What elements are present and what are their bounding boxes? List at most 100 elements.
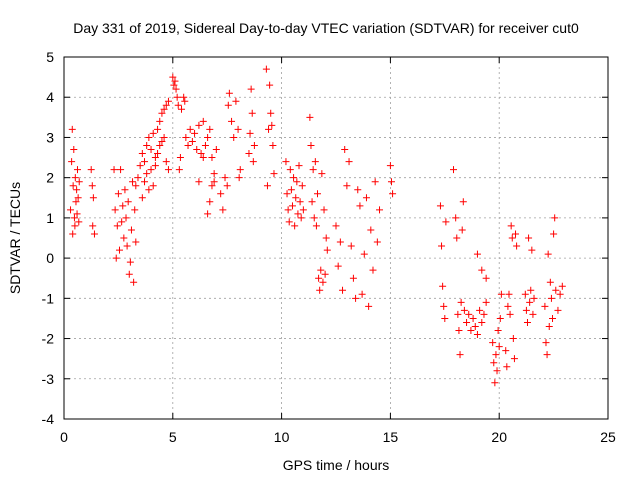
data-point [182, 133, 190, 141]
data-point [293, 178, 301, 186]
data-point [68, 158, 76, 166]
data-point [118, 218, 126, 226]
data-point [154, 125, 162, 133]
data-point [493, 367, 501, 375]
data-point [307, 141, 315, 149]
data-point [465, 310, 473, 318]
data-point [160, 133, 168, 141]
data-point [212, 146, 220, 154]
data-point [122, 214, 130, 222]
data-point [442, 218, 450, 226]
data-point [525, 234, 533, 242]
data-point [320, 206, 328, 214]
y-tick-label: -2 [42, 331, 55, 347]
data-point [323, 246, 331, 254]
data-point [288, 202, 296, 210]
data-point [181, 97, 189, 105]
data-point [164, 97, 172, 105]
x-tick-labels: 0 5 10 15 20 25 [60, 429, 616, 445]
data-point [527, 286, 535, 294]
data-point [550, 230, 558, 238]
data-point [88, 182, 96, 190]
data-point [235, 174, 243, 182]
data-point [195, 178, 203, 186]
data-point [117, 166, 125, 174]
data-point [123, 242, 131, 250]
data-point [492, 351, 500, 359]
data-point [471, 322, 479, 330]
data-point [249, 158, 257, 166]
data-point [175, 166, 183, 174]
data-point [476, 306, 484, 314]
data-point [73, 186, 81, 194]
data-point [115, 246, 123, 254]
data-point [321, 270, 329, 278]
data-point [504, 302, 512, 310]
data-point [125, 270, 133, 278]
data-point [195, 121, 203, 129]
data-point [75, 218, 83, 226]
data-point [458, 226, 466, 234]
y-tick-label: 4 [46, 89, 54, 105]
data-point [469, 314, 477, 322]
data-point [478, 266, 486, 274]
data-point [497, 290, 505, 298]
data-point [131, 206, 139, 214]
chart-title: Day 331 of 2019, Sidereal Day-to-day VTE… [73, 20, 579, 36]
data-point [545, 322, 553, 330]
data-point [546, 278, 554, 286]
data-point [228, 117, 236, 125]
data-point [336, 238, 344, 246]
data-point [505, 290, 513, 298]
data-point [174, 101, 182, 109]
data-point [72, 198, 80, 206]
y-tick-label: 1 [46, 210, 54, 226]
data-point [291, 222, 299, 230]
data-point [184, 141, 192, 149]
data-point [503, 363, 511, 371]
data-point [151, 162, 159, 170]
data-point [360, 250, 368, 258]
data-point [70, 146, 78, 154]
data-point [332, 222, 340, 230]
data-point [283, 190, 291, 198]
data-point [270, 170, 278, 178]
data-point [356, 202, 364, 210]
data-point [522, 306, 530, 314]
data-point [176, 154, 184, 162]
y-tick-label: -1 [42, 290, 55, 306]
y-tick-label: 0 [46, 250, 54, 266]
data-point [73, 166, 81, 174]
data-point [71, 222, 79, 230]
data-point [502, 347, 510, 355]
x-axis-label: GPS time / hours [283, 457, 390, 473]
x-tick-label: 20 [491, 429, 507, 445]
data-point [450, 166, 458, 174]
y-tick-label: 2 [46, 170, 54, 186]
data-point [129, 178, 137, 186]
data-point [308, 198, 316, 206]
data-point [206, 198, 214, 206]
data-point [496, 314, 504, 322]
grid-lines [64, 57, 608, 419]
data-point [71, 174, 79, 182]
data-point [127, 226, 135, 234]
data-point [265, 125, 273, 133]
data-point [478, 318, 486, 326]
data-point [120, 234, 128, 242]
data-point [543, 351, 551, 359]
data-point [439, 282, 447, 290]
data-point [438, 242, 446, 250]
data-point [296, 198, 304, 206]
data-point [234, 125, 242, 133]
data-point [453, 234, 461, 242]
data-point [247, 85, 255, 93]
data-point [551, 214, 559, 222]
data-point [147, 146, 155, 154]
axis-ticks [63, 56, 609, 420]
data-point [267, 109, 275, 117]
data-point [322, 234, 330, 242]
data-point [386, 162, 394, 170]
data-point [314, 190, 322, 198]
data-point [121, 186, 129, 194]
